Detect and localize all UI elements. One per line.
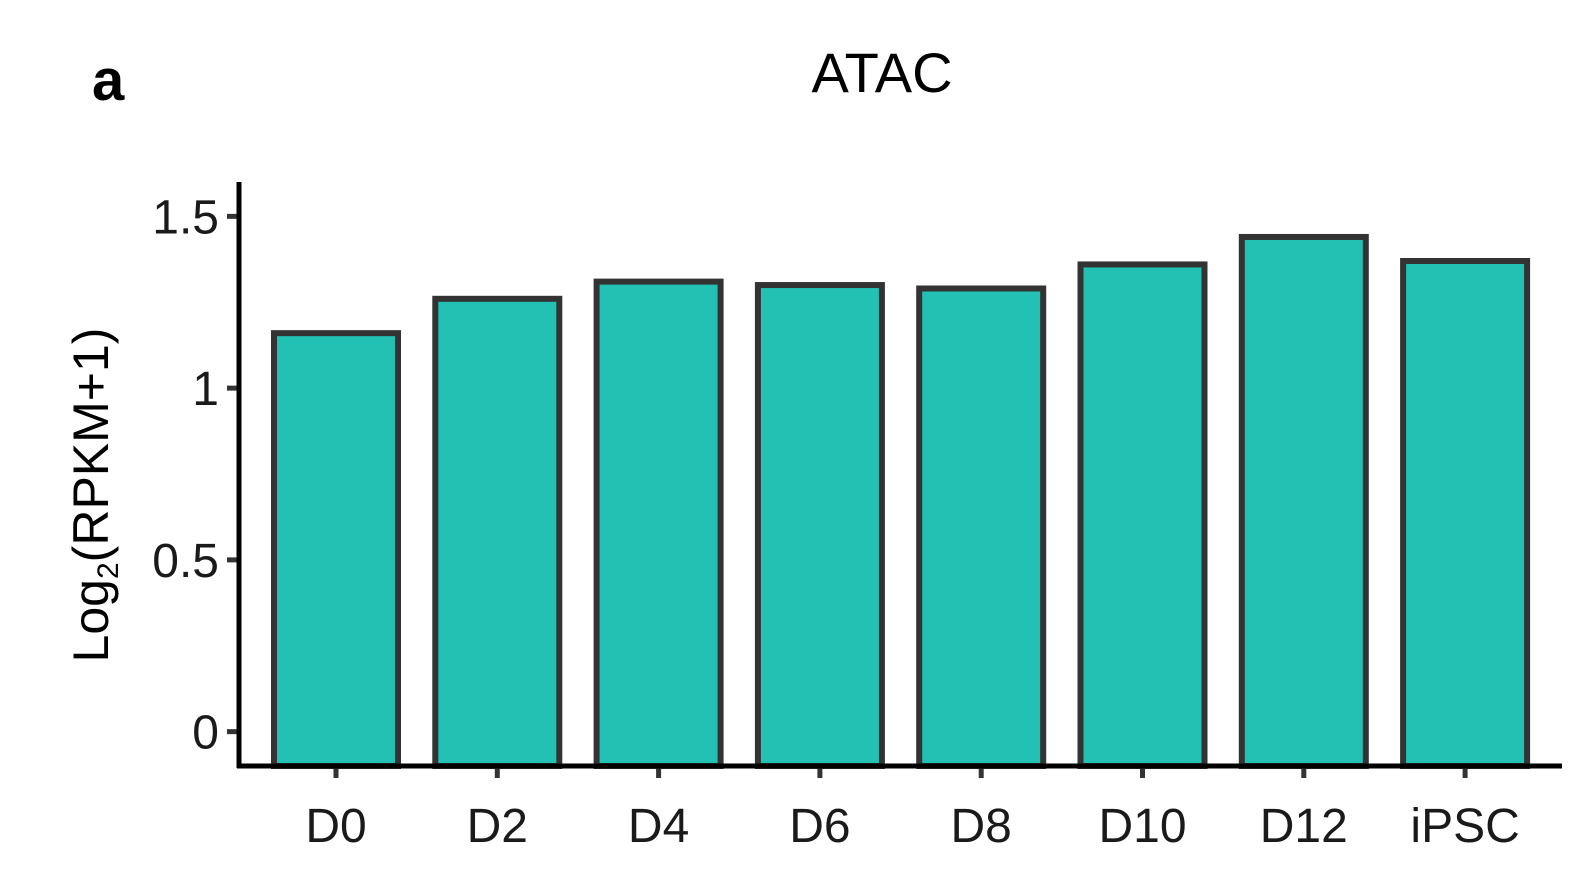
x-tick-label: iPSC [1410, 800, 1519, 853]
bar-d12 [1238, 233, 1369, 769]
panel-label: a [92, 48, 125, 113]
x-tick-label: D8 [951, 800, 1012, 853]
x-tick-label: D0 [305, 800, 366, 853]
y-tick-label: 0.5 [152, 535, 219, 588]
x-tick-label: D4 [628, 800, 689, 853]
x-tick-label: D10 [1098, 800, 1186, 853]
x-ticks-group: D0 D2 D4 D6 D8 D10 D12 iPSC [305, 766, 1520, 853]
x-tick-label: D6 [789, 800, 850, 853]
bar-d0 [271, 330, 401, 769]
chart-title: ATAC [811, 41, 952, 104]
y-ticks-group: 0 0.5 1 1.5 [152, 191, 239, 760]
bar-d8 [916, 285, 1047, 769]
y-tick-label: 1.5 [152, 191, 219, 244]
bar-d4 [593, 278, 724, 769]
y-tick-label: 1 [192, 363, 219, 416]
bar-d6 [754, 282, 885, 769]
x-tick-label: D12 [1260, 800, 1348, 853]
y-axis-label: Log2(RPKM+1) [63, 328, 125, 663]
bar-d10 [1077, 261, 1208, 769]
y-tick-label: 0 [192, 707, 219, 760]
x-tick-label: D2 [467, 800, 528, 853]
bar-ipsc [1400, 258, 1531, 769]
bars-group [271, 233, 1531, 769]
bar-d2 [432, 295, 563, 769]
